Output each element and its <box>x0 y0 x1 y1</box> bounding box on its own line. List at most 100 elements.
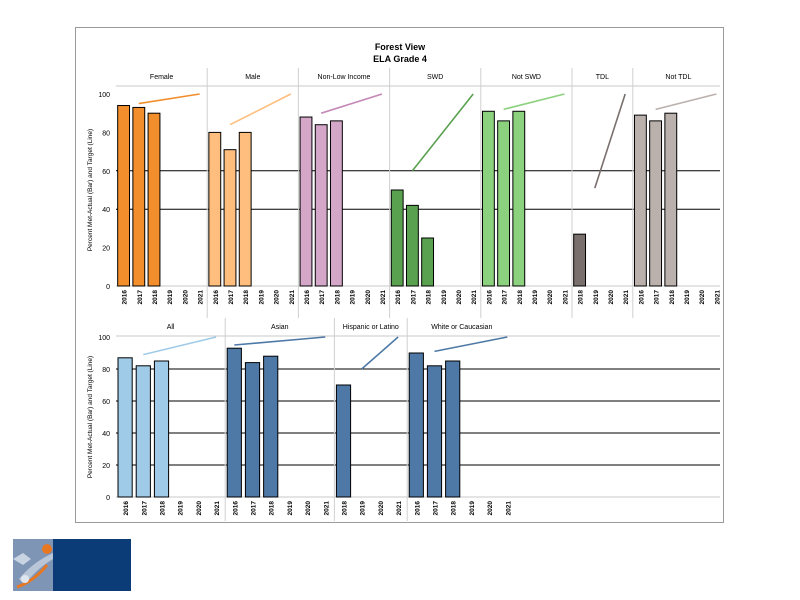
x-tick-label-hispanic-or-latino-2021: 2021 <box>396 501 403 516</box>
target-line-tdl <box>594 93 626 189</box>
group-label-non-low-income: Non-Low Income <box>318 74 371 81</box>
x-tick-label-female-2020: 2020 <box>182 290 189 305</box>
x-tick-label-asian-2018: 2018 <box>269 501 276 516</box>
bar-white-or-caucasian-2017 <box>426 365 443 498</box>
x-tick-label-white-or-caucasian-2021: 2021 <box>505 501 512 516</box>
x-tick-label-asian-2019: 2019 <box>287 501 294 516</box>
target-line-not-tdl <box>655 93 717 111</box>
x-tick-label-non-low-income-2021: 2021 <box>380 290 387 305</box>
x-tick-label-tdl-2018: 2018 <box>578 290 585 305</box>
group-label-asian: Asian <box>271 324 289 331</box>
x-tick-label-asian-2020: 2020 <box>305 501 312 516</box>
bar-not-tdl-2018 <box>664 112 678 287</box>
group-label-hispanic-or-latino: Hispanic or Latino <box>343 324 399 331</box>
x-tick-label-not-swd-2016: 2016 <box>486 290 493 305</box>
y-axis-label: Percent Met-Actual (Bar) and Target (Lin… <box>87 129 94 251</box>
target-line-not-swd <box>503 93 565 111</box>
y-tick-label: 0 <box>106 495 110 502</box>
bar-swd-2018 <box>421 237 435 287</box>
x-tick-label-hispanic-or-latino-2019: 2019 <box>360 501 367 516</box>
group-label-not-tdl: Not TDL <box>665 74 691 81</box>
y-tick-label: 80 <box>102 130 110 137</box>
bar-not-swd-2016 <box>481 110 495 287</box>
x-tick-label-male-2021: 2021 <box>289 290 296 305</box>
bar-not-swd-2018 <box>512 110 526 287</box>
x-tick-label-non-low-income-2018: 2018 <box>334 290 341 305</box>
x-tick-label-all-2017: 2017 <box>141 501 148 516</box>
x-tick-label-white-or-caucasian-2018: 2018 <box>451 501 458 516</box>
x-tick-label-female-2021: 2021 <box>198 290 205 305</box>
bar-white-or-caucasian-2016 <box>408 352 424 498</box>
x-tick-label-not-tdl-2018: 2018 <box>669 290 676 305</box>
target-line-asian <box>234 336 326 346</box>
x-tick-label-not-tdl-2019: 2019 <box>684 290 691 305</box>
group-label-male: Male <box>245 74 260 81</box>
bar-male-2016 <box>208 131 222 287</box>
bar-all-2016 <box>117 357 133 498</box>
x-tick-label-tdl-2019: 2019 <box>593 290 600 305</box>
y-tick-label: 80 <box>102 367 110 374</box>
x-tick-label-not-swd-2019: 2019 <box>532 290 539 305</box>
bar-female-2017 <box>132 106 146 287</box>
x-tick-label-female-2017: 2017 <box>137 290 144 305</box>
x-tick-label-female-2016: 2016 <box>122 290 129 305</box>
x-tick-label-swd-2021: 2021 <box>471 290 478 305</box>
bar-female-2018 <box>147 112 161 287</box>
y-tick-label: 20 <box>102 246 110 253</box>
x-tick-label-all-2016: 2016 <box>123 501 130 516</box>
bar-not-swd-2017 <box>497 120 511 287</box>
bar-all-2017 <box>135 365 151 498</box>
target-line-non-low-income <box>320 93 383 114</box>
x-tick-label-swd-2019: 2019 <box>441 290 448 305</box>
x-tick-label-not-tdl-2020: 2020 <box>699 290 706 305</box>
bar-male-2017 <box>223 149 237 287</box>
x-tick-label-white-or-caucasian-2017: 2017 <box>433 501 440 516</box>
x-tick-label-non-low-income-2016: 2016 <box>304 290 311 305</box>
x-tick-label-not-swd-2021: 2021 <box>562 290 569 305</box>
target-line-white-or-caucasian <box>434 336 508 353</box>
x-tick-label-tdl-2021: 2021 <box>623 290 630 305</box>
y-tick-label: 60 <box>102 399 110 406</box>
x-tick-label-white-or-caucasian-2019: 2019 <box>469 501 476 516</box>
bar-white-or-caucasian-2018 <box>445 360 461 498</box>
x-tick-label-swd-2017: 2017 <box>410 290 417 305</box>
y-tick-label: 100 <box>98 92 110 99</box>
x-tick-label-male-2016: 2016 <box>213 290 220 305</box>
x-tick-label-not-swd-2018: 2018 <box>517 290 524 305</box>
group-label-white-or-caucasian: White or Caucasian <box>431 324 492 331</box>
y-tick-label: 20 <box>102 463 110 470</box>
bar-non-low-income-2016 <box>299 116 313 287</box>
target-line-all <box>143 336 217 356</box>
y-tick-label: 40 <box>102 207 110 214</box>
x-tick-label-swd-2018: 2018 <box>426 290 433 305</box>
x-tick-label-male-2019: 2019 <box>258 290 265 305</box>
x-tick-label-male-2020: 2020 <box>274 290 281 305</box>
x-tick-label-male-2017: 2017 <box>228 290 235 305</box>
y-tick-label: 40 <box>102 431 110 438</box>
target-line-female <box>138 93 200 105</box>
x-tick-label-not-tdl-2017: 2017 <box>654 290 661 305</box>
x-tick-label-all-2020: 2020 <box>196 501 203 516</box>
bar-not-tdl-2017 <box>649 120 663 287</box>
x-tick-label-all-2018: 2018 <box>160 501 167 516</box>
target-line-swd <box>411 93 474 172</box>
x-tick-label-swd-2016: 2016 <box>395 290 402 305</box>
x-tick-label-not-tdl-2016: 2016 <box>638 290 645 305</box>
x-tick-label-hispanic-or-latino-2018: 2018 <box>342 501 349 516</box>
chart-title: Forest View <box>374 42 426 52</box>
y-axis-label: Percent Met-Actual (Bar) and Target (Lin… <box>87 356 94 478</box>
bar-female-2016 <box>117 105 131 287</box>
x-tick-label-swd-2020: 2020 <box>456 290 463 305</box>
x-tick-label-female-2018: 2018 <box>152 290 159 305</box>
group-label-swd: SWD <box>427 74 443 81</box>
bar-non-low-income-2017 <box>314 124 328 287</box>
bar-male-2018 <box>238 131 252 287</box>
bar-all-2018 <box>153 360 170 498</box>
x-tick-label-female-2019: 2019 <box>167 290 174 305</box>
x-tick-label-white-or-caucasian-2016: 2016 <box>414 501 421 516</box>
bar-not-tdl-2016 <box>633 114 647 287</box>
x-tick-label-non-low-income-2020: 2020 <box>365 290 372 305</box>
x-tick-label-not-swd-2017: 2017 <box>502 290 509 305</box>
x-tick-label-asian-2021: 2021 <box>323 501 330 516</box>
